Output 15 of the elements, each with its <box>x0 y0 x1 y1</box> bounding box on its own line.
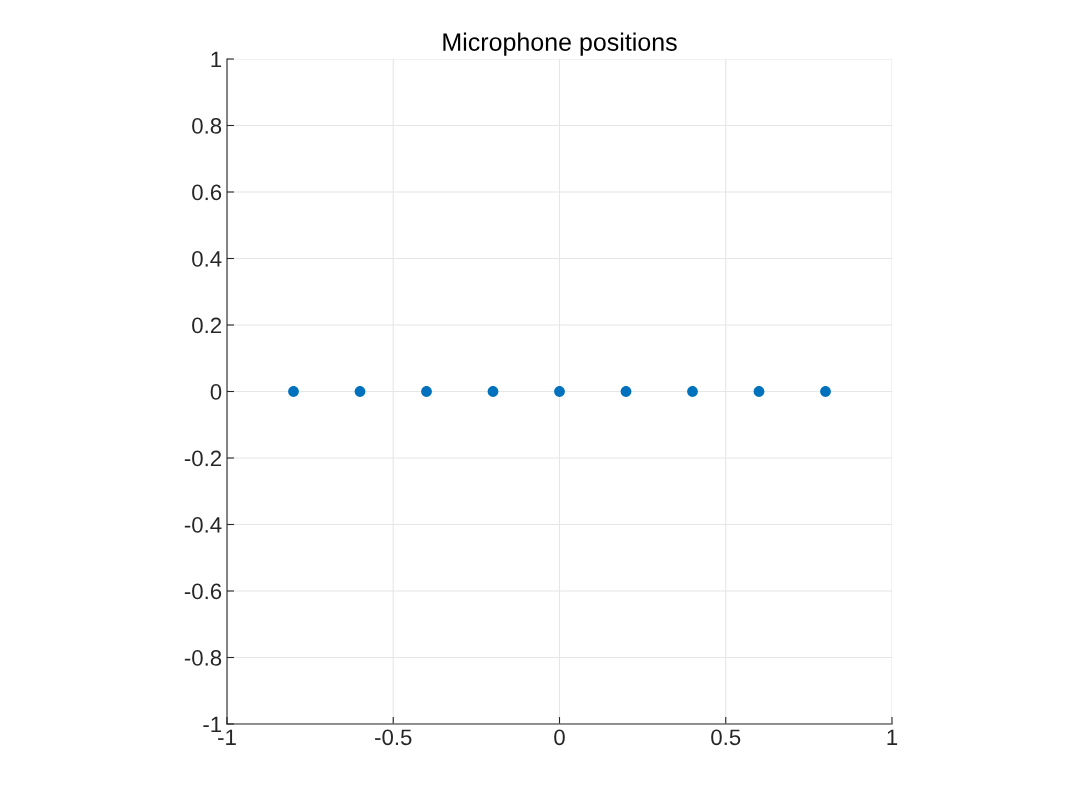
x-tick-label: -0.5 <box>375 729 412 746</box>
y-tick-label: -0.8 <box>184 650 222 666</box>
y-tick-label: 0.6 <box>192 184 222 201</box>
x-tick-label: 1 <box>887 729 898 745</box>
y-tick-label: -0.6 <box>184 583 222 600</box>
y-tick-label: 0.8 <box>192 118 222 134</box>
x-tick-label: 0 <box>554 729 565 746</box>
y-tick-label: 1 <box>211 51 222 68</box>
y-tick-label: -0.4 <box>184 517 222 533</box>
y-tick-label: 0.4 <box>192 251 222 267</box>
y-tick-label: 0.2 <box>192 317 222 334</box>
y-tick-label: 0 <box>210 384 222 400</box>
x-tick-label: 0.5 <box>711 729 741 746</box>
chart-title: Microphone positions <box>443 32 677 56</box>
y-tick-label: -0.2 <box>184 450 222 467</box>
